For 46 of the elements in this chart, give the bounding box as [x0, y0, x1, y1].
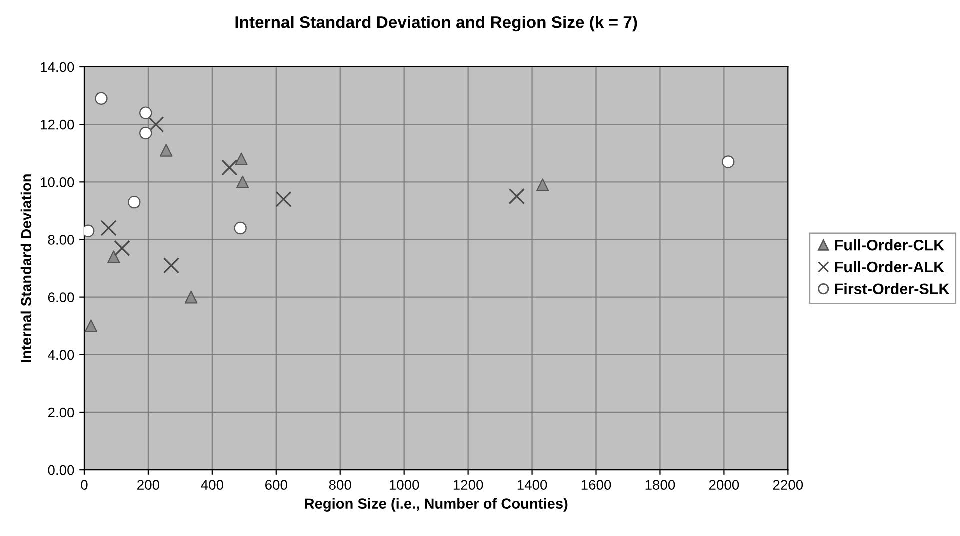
x-tick-label: 1400 [518, 480, 548, 490]
point [536, 178, 550, 192]
x-tick-label: 2000 [709, 480, 740, 490]
point [84, 320, 98, 332]
x-tick-label: 800 [329, 480, 352, 490]
x-tick-label: 1800 [646, 480, 676, 490]
chart-title: Internal Standard Deviation and Region Size (k = 7) [236, 16, 638, 32]
point [234, 222, 247, 235]
point [128, 196, 141, 209]
x-tick-label: 600 [266, 480, 288, 490]
point [100, 220, 117, 236]
x-tick-label: 200 [138, 480, 160, 490]
point [508, 188, 526, 205]
point [184, 290, 198, 304]
legend-label: Full-Order-CLK [835, 240, 945, 251]
y-axis-title: Internal Standard Deviation [20, 174, 32, 362]
y-tick-label: 6.00 [48, 292, 74, 302]
point [722, 156, 735, 168]
point [140, 106, 152, 120]
x-axis-title: Region Size (i.e., Number of Counties) [305, 498, 568, 512]
y-tick-label: 12.00 [41, 120, 74, 130]
point [148, 116, 164, 133]
y-tick-label: 4.00 [48, 350, 74, 360]
y-tick-label: 0.00 [48, 465, 74, 476]
x-tick-label: 0 [81, 480, 88, 490]
point [114, 240, 130, 256]
y-tick-label: 2.00 [48, 408, 74, 418]
legend-label: Full-Order-ALK [835, 261, 945, 273]
point [236, 176, 250, 189]
x-tick-label: 1000 [390, 480, 420, 490]
x-tick-label: 1200 [454, 480, 484, 490]
point [276, 191, 292, 208]
point [235, 152, 248, 166]
x-tick-label: 400 [201, 480, 224, 490]
point [108, 250, 120, 264]
y-tick-label: 14.00 [41, 62, 74, 72]
point [140, 126, 152, 140]
x-tick-label: 1600 [582, 480, 612, 490]
y-tick-label: 10.00 [41, 178, 74, 188]
point [222, 160, 238, 176]
point [163, 258, 180, 274]
point [160, 144, 173, 157]
point [95, 92, 108, 106]
legend-label: First-Order-SLK [835, 283, 950, 295]
x-tick-label: 2200 [773, 480, 804, 490]
y-tick-label: 8.00 [48, 235, 74, 245]
